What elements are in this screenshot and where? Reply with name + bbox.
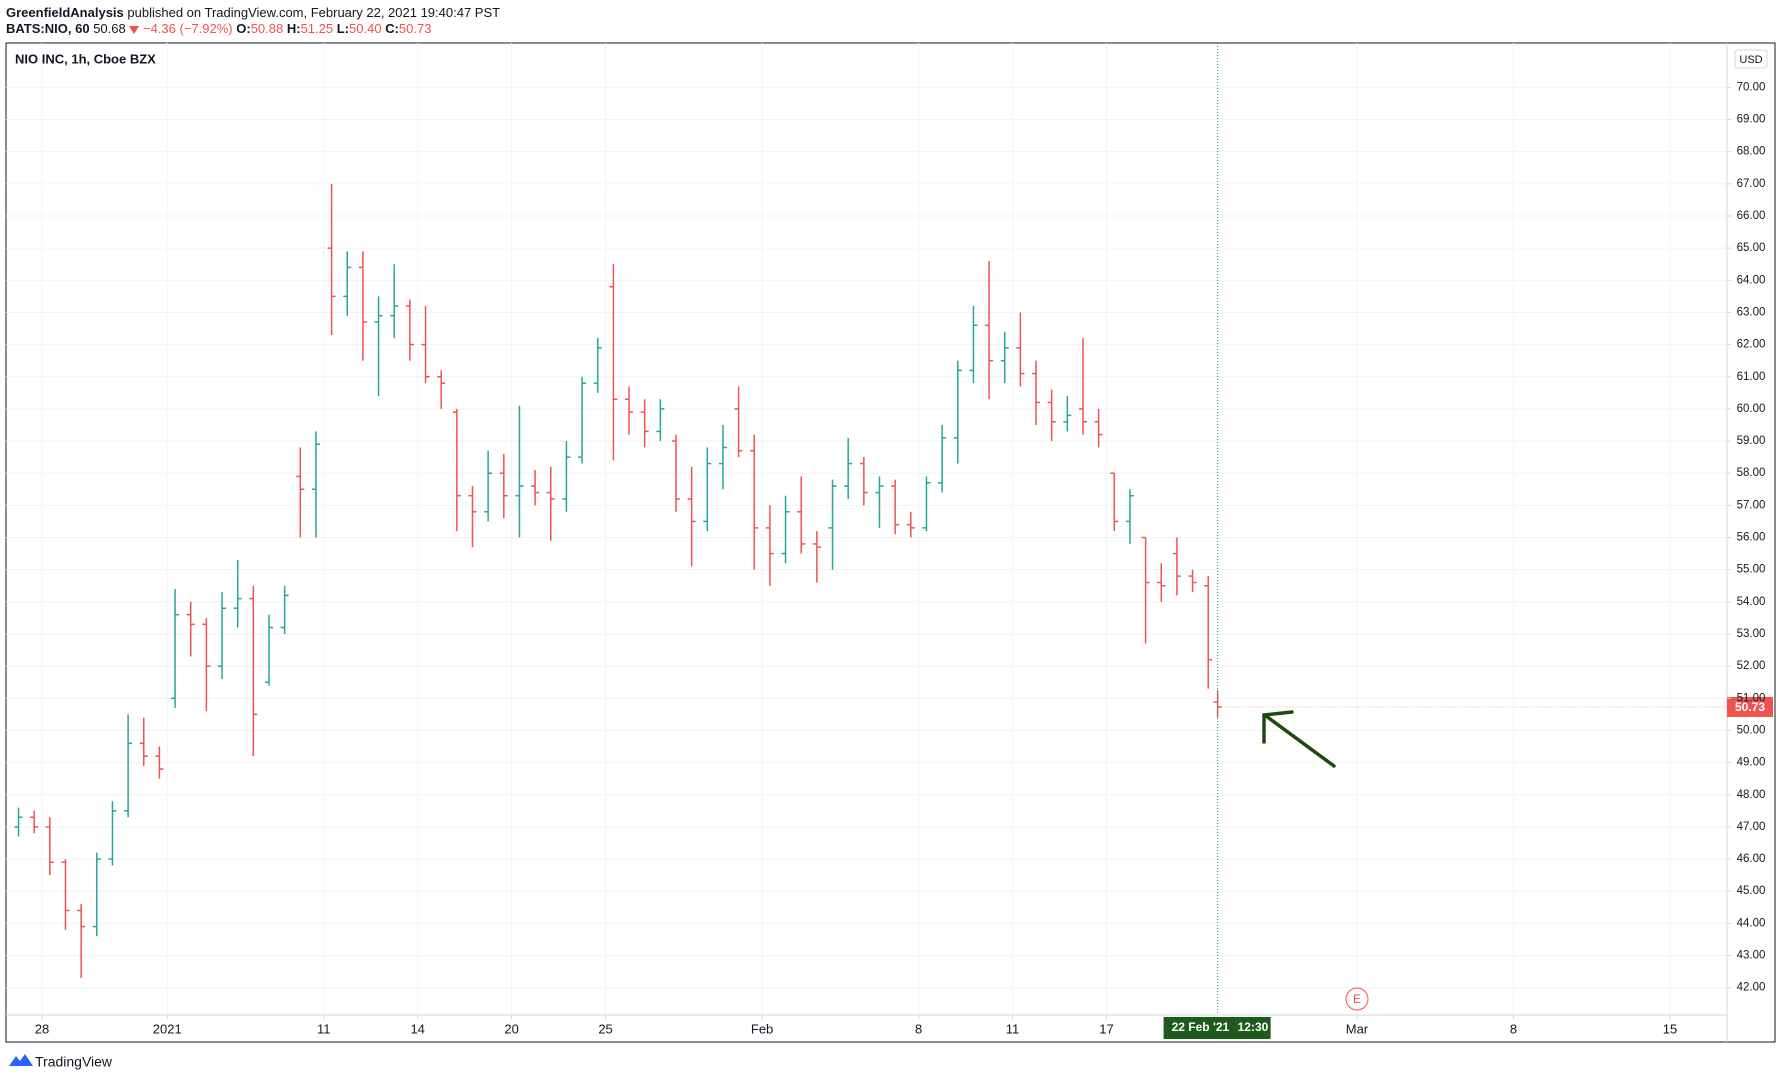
ohlc-label: L: [336,21,350,36]
x-tick-label: 17 [1099,1021,1113,1036]
y-tick-label: 47.00 [1737,821,1766,833]
y-tick-label: 42.00 [1737,982,1766,994]
y-tick-label: 43.00 [1737,950,1766,962]
y-tick-label: 46.00 [1737,853,1766,865]
ohlc-value: 50.40 [349,21,382,36]
x-tick-label: 28 [35,1021,49,1036]
y-tick-label: 65.00 [1737,242,1766,254]
ohlc-label: C: [385,21,399,36]
ohlc-value: 50.73 [398,21,432,36]
x-tick-label: 11 [317,1021,331,1036]
crosshair-time: 12:30 [1238,1020,1269,1034]
y-tick-label: 54.00 [1737,596,1766,608]
currency-box[interactable] [1734,49,1768,69]
y-tick-label: 50.00 [1737,724,1766,736]
y-tick-label: 51.00 [1737,692,1766,704]
currency[interactable]: USD [1739,54,1762,66]
y-tick-label: 68.00 [1737,146,1766,158]
y-tick-label: 48.00 [1737,789,1766,801]
publish-line: GreenfieldAnalysis published on TradingV… [6,5,500,20]
ohlc-label: H: [286,21,301,36]
y-tick-label: 60.00 [1737,403,1766,415]
y-tick-label: 44.00 [1737,917,1766,929]
x-tick-label: 20 [504,1021,518,1036]
x-tick-label: 14 [410,1021,424,1036]
footer-text[interactable]: TradingView [35,1054,113,1070]
last-price: 50.68 [93,21,126,36]
x-tick-label: 8 [1510,1021,1517,1036]
grid [6,43,1727,1015]
x-tick-label: Mar [1346,1021,1369,1036]
y-tick-label: 62.00 [1737,339,1766,351]
crosshair-date-box [1163,1017,1271,1039]
y-tick-label: 45.00 [1737,885,1766,897]
down-icon [129,25,140,34]
footer-logo[interactable]: TradingView [9,1054,113,1070]
overlay: 50.73 22 Feb '21 12:30 [1163,43,1773,1039]
ohlc-value: 51.25 [300,21,334,36]
chart-title: NIO INC, 1h, Cboe BZX [15,51,156,66]
x-tick-label: Feb [751,1021,773,1036]
symbol-line: BATS:NIO, 60 50.68 −4.36 (−7.92%) O:50.8… [6,21,431,36]
bars [14,183,1222,979]
y-tick-label: 57.00 [1737,499,1766,511]
x-tick-label: 11 [1006,1021,1020,1036]
last-price-box [1727,696,1773,717]
crosshair-date: 22 Feb '21 [1172,1020,1230,1034]
ohlc-label: O: [236,21,251,36]
x-tick-label: 25 [598,1021,612,1036]
earnings-label[interactable]: E [1353,992,1361,1006]
last-price-label: 50.73 [1735,700,1765,714]
x-tick-label: 2021 [153,1021,182,1036]
chart-frame [5,42,1776,1043]
y-tick-label: 63.00 [1737,306,1766,318]
earnings-marker[interactable] [1345,987,1369,1011]
y-tick-label: 58.00 [1737,467,1766,479]
symbol: BATS:NIO, 60 [6,21,90,36]
x-tick-label: 8 [915,1021,922,1036]
change: −4.36 (−7.92%) [142,21,233,36]
y-tick-label: 61.00 [1737,371,1766,383]
x-tick-label: 15 [1663,1021,1677,1036]
y-tick-label: 66.00 [1737,210,1766,222]
y-tick-label: 64.00 [1737,274,1766,286]
y-tick-label: 67.00 [1737,178,1766,190]
annotation-arrow [1262,710,1336,768]
y-tick-label: 59.00 [1737,435,1766,447]
published-info: published on TradingView.com, February 2… [127,5,501,20]
y-tick-label: 55.00 [1737,564,1766,576]
y-tick-label: 53.00 [1737,628,1766,640]
ohlc-value: 50.88 [250,21,284,36]
y-tick-label: 52.00 [1737,660,1766,672]
publisher[interactable]: GreenfieldAnalysis [6,5,124,20]
y-tick-label: 56.00 [1737,532,1766,544]
y-tick-label: 69.00 [1737,114,1766,126]
y-tick-label: 70.00 [1737,81,1766,93]
y-tick-label: 49.00 [1737,757,1766,769]
